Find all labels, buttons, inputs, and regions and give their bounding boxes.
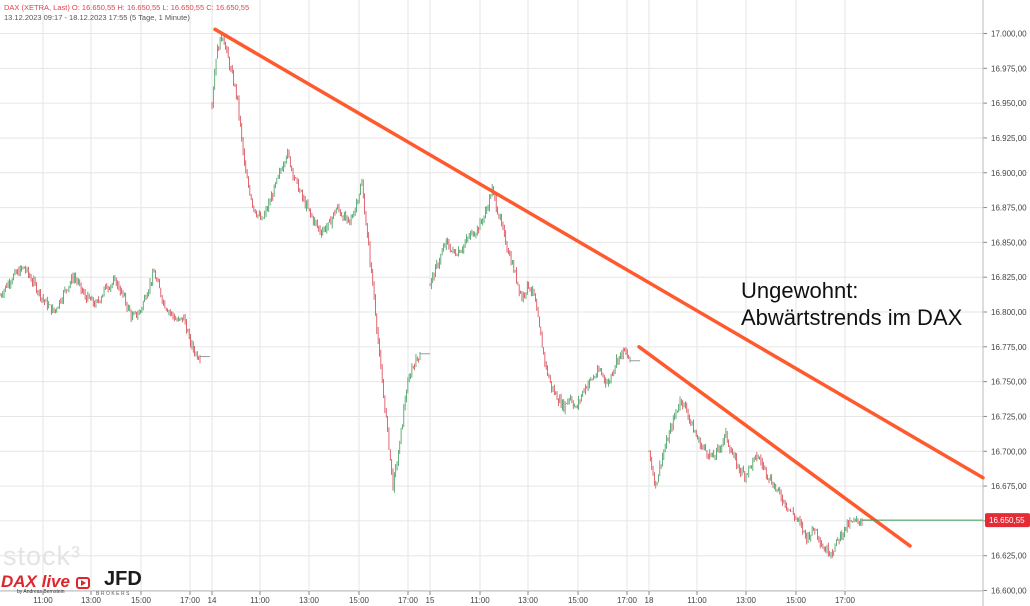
chart-header-ohlc: DAX (XETRA, Last) O: 16.650,55 H: 16.650…	[4, 3, 250, 12]
y-tick-label: 16.725,00	[991, 412, 1027, 421]
x-tick-label: 15	[426, 596, 435, 605]
y-tick-label: 16.950,00	[991, 99, 1027, 108]
y-tick-label: 16.875,00	[991, 204, 1027, 213]
y-tick-label: 16.975,00	[991, 64, 1027, 73]
y-tick-label: 16.925,00	[991, 134, 1027, 143]
x-tick-label: 15:00	[349, 596, 370, 605]
annotation-line-2: Abwärtstrends im DAX	[741, 305, 963, 330]
last-price-badge	[985, 513, 1030, 528]
x-tick-label: 11:00	[250, 596, 270, 605]
y-tick-label: 16.775,00	[991, 343, 1027, 352]
session-18.12.2023	[648, 396, 863, 559]
x-tick-label: 14	[208, 596, 217, 605]
x-tick-label: 11:00	[687, 596, 707, 605]
y-tick-label: 16.600,00	[991, 587, 1027, 596]
session-15.12.2023	[429, 183, 631, 415]
x-tick-label: 15:00	[131, 596, 152, 605]
x-tick-label: 17:00	[180, 596, 201, 605]
trendline-2	[637, 345, 912, 548]
trendline-1	[213, 27, 985, 480]
y-tick-label: 16.700,00	[991, 447, 1027, 456]
x-tick-label: 11:00	[470, 596, 490, 605]
play-icon	[76, 577, 90, 589]
y-tick-label: 16.850,00	[991, 238, 1027, 247]
y-tick-label: 16.825,00	[991, 273, 1027, 282]
jfd-brokers-label: BROKERS	[96, 591, 131, 597]
y-tick-label: 16.900,00	[991, 169, 1027, 178]
x-tick-label: 15:00	[568, 596, 589, 605]
x-tick-label: 15:00	[786, 596, 807, 605]
x-tick-label: 17:00	[398, 596, 419, 605]
y-tick-label: 17.000,00	[991, 30, 1027, 39]
x-tick-label: 11:00	[33, 596, 53, 605]
session-13.12.2023	[0, 265, 201, 364]
chart-header-range: 13.12.2023 09:17 - 18.12.2023 17:55 (5 T…	[4, 13, 190, 22]
x-tick-label: 17:00	[835, 596, 856, 605]
y-tick-label: 16.625,00	[991, 552, 1027, 561]
dax-live-logo: DAX live	[1, 572, 70, 591]
dax-live-byline: by Andreas Bernstein	[17, 589, 65, 595]
x-tick-label: 13:00	[81, 596, 102, 605]
jfd-logo: JFD	[104, 568, 142, 590]
session-14.12.2023	[211, 34, 421, 493]
last-price-label: 16.650,55	[989, 516, 1025, 525]
annotation-line-1: Ungewohnt:	[741, 278, 859, 303]
y-tick-label: 16.675,00	[991, 482, 1027, 491]
x-tick-label: 13:00	[736, 596, 757, 605]
y-tick-label: 16.800,00	[991, 308, 1027, 317]
stock3-logo: stock³	[3, 541, 82, 571]
x-tick-label: 13:00	[518, 596, 539, 605]
x-tick-label: 18	[645, 596, 654, 605]
x-tick-label: 17:00	[617, 596, 638, 605]
y-tick-label: 16.750,00	[991, 378, 1027, 387]
x-tick-label: 13:00	[299, 596, 320, 605]
